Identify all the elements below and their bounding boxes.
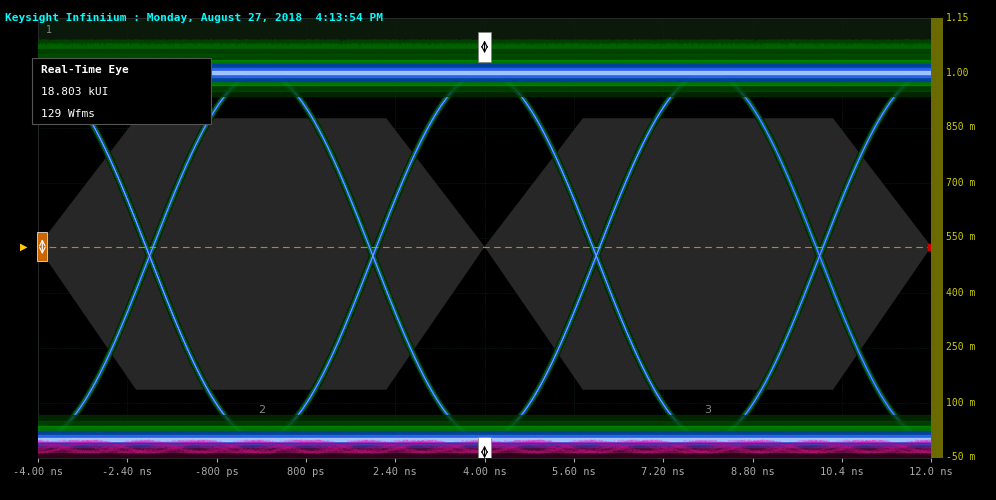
Bar bbox=[38, 71, 931, 74]
Bar bbox=[38, 443, 931, 460]
Bar bbox=[38, 68, 931, 77]
Bar bbox=[38, 18, 931, 58]
Polygon shape bbox=[38, 118, 485, 390]
Bar bbox=[38, 438, 931, 440]
Bar bbox=[38, 421, 931, 458]
Bar bbox=[38, 18, 931, 58]
Text: 700 m: 700 m bbox=[946, 178, 975, 188]
Text: 129 Wfms: 129 Wfms bbox=[41, 109, 95, 119]
Text: 18.803 kUI: 18.803 kUI bbox=[41, 87, 109, 97]
Bar bbox=[38, 444, 931, 452]
Bar bbox=[38, 439, 931, 460]
Bar bbox=[38, 54, 931, 91]
Bar bbox=[38, 18, 931, 43]
Text: 550 m: 550 m bbox=[946, 232, 975, 242]
Bar bbox=[38, 435, 931, 444]
Text: 1.15: 1.15 bbox=[946, 12, 969, 22]
Text: ▶: ▶ bbox=[20, 242, 28, 252]
Bar bbox=[38, 431, 931, 447]
Bar bbox=[38, 60, 931, 86]
Text: 250 m: 250 m bbox=[946, 342, 975, 352]
FancyBboxPatch shape bbox=[478, 438, 491, 466]
Polygon shape bbox=[38, 118, 485, 390]
Polygon shape bbox=[485, 118, 931, 390]
Text: 2: 2 bbox=[258, 406, 265, 415]
Text: 1.00: 1.00 bbox=[946, 68, 969, 78]
Bar bbox=[38, 416, 931, 463]
Bar bbox=[38, 441, 931, 460]
FancyBboxPatch shape bbox=[37, 232, 47, 262]
Bar bbox=[38, 64, 931, 80]
Text: 400 m: 400 m bbox=[946, 288, 975, 298]
Bar bbox=[38, 48, 931, 96]
Text: 850 m: 850 m bbox=[946, 122, 975, 132]
Text: 100 m: 100 m bbox=[946, 398, 975, 407]
FancyBboxPatch shape bbox=[478, 32, 491, 62]
Bar bbox=[38, 426, 931, 452]
Text: 1: 1 bbox=[46, 25, 53, 35]
Text: 3: 3 bbox=[704, 406, 711, 415]
Text: Real-Time Eye: Real-Time Eye bbox=[41, 65, 128, 75]
Text: -50 m: -50 m bbox=[946, 452, 975, 462]
FancyBboxPatch shape bbox=[32, 58, 211, 124]
Polygon shape bbox=[485, 118, 931, 390]
Text: Keysight Infiniium : Monday, August 27, 2018  4:13:54 PM: Keysight Infiniium : Monday, August 27, … bbox=[5, 12, 383, 22]
